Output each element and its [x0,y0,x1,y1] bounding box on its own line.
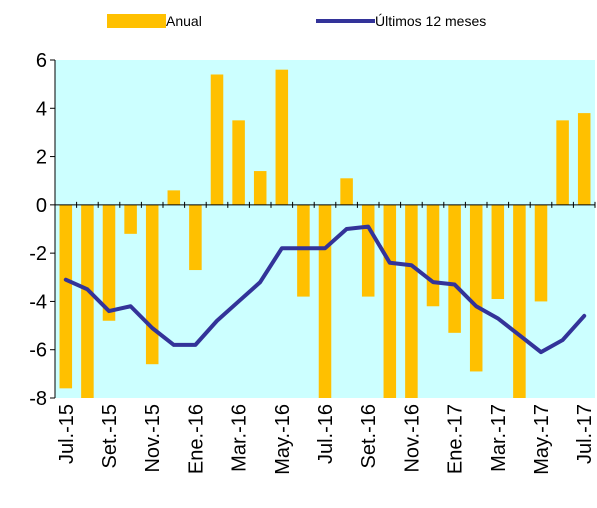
bar-Abr.-16 [253,171,267,205]
bar-Ene.-17 [448,204,461,333]
bar-Nov.-16 [405,204,418,398]
bar-Set.-16 [361,204,375,297]
bar-Mar.-16 [232,120,245,205]
bar-Nov.-15 [145,204,159,365]
bar-Oct.-15 [124,204,137,234]
bar-Jun.-17 [556,120,569,205]
bar-Ene.-16 [189,204,202,271]
bar-Mar.-17 [491,204,505,300]
bar-Set.-15 [102,204,116,321]
x-tick-label: Ene.-17 [445,404,467,474]
legend: Anual Últimos 12 meses [107,13,486,29]
x-tick-label: Nov.-15 [142,404,164,473]
y-tick-label: 2 [36,147,47,169]
bar-May.-17 [534,204,548,302]
line-series-ultimos-12-meses [63,224,587,355]
x-tick-label: Jul.-17 [574,404,596,464]
x-tick-label: Set.-16 [358,404,380,468]
axes [54,60,596,398]
x-axis-ticks: Jul.-15 Set.-15 Nov.-15 Ene.-16 Mar.-16 May.-… [56,404,596,475]
x-tick-label: Mar.-16 [229,404,251,472]
x-tick-label: May.-17 [531,404,553,475]
bar-Jul.-16 [318,204,332,398]
bar-Abr.-17 [513,204,526,398]
x-tick-label: May.-16 [272,404,294,475]
bar-Jul.-17 [577,113,591,205]
y-tick-label: -2 [29,243,47,265]
y-tick-label: -4 [29,291,47,313]
legend-label-anual: Anual [166,13,202,29]
legend-swatch-anual [107,14,166,28]
bar-Oct.-16 [383,204,397,398]
x-tick-label: Jul.-15 [56,404,78,464]
y-tick-label: 6 [36,50,47,72]
y-axis-ticks: -8 -6 -4 -2 0 2 4 6 [29,50,55,410]
x-tick-label: Jul.-16 [315,404,337,464]
x-tick-label: Nov.-16 [401,404,423,473]
bar-Feb.-16 [210,74,224,205]
bar-Ago.-15 [81,204,94,398]
y-tick-label: 0 [36,195,47,217]
x-tick-label: Mar.-17 [488,404,510,472]
y-tick-label: 4 [36,98,47,120]
bar-Jul.-15 [59,204,73,389]
bar-Dic.-15 [167,190,181,205]
bar-May.-16 [275,69,289,205]
bar-Dic.-16 [426,204,440,307]
y-tick-label: -6 [29,340,47,362]
bar-Jun.-16 [297,204,310,297]
x-tick-label: Ene.-16 [185,404,207,474]
legend-label-ultimos-12-meses: Últimos 12 meses [375,13,486,29]
bar-Ago.-16 [340,178,353,205]
bar-series-anual [59,69,591,398]
bar-Feb.-17 [469,204,483,372]
line-path [63,224,587,355]
x-tick-label: Set.-15 [99,404,121,468]
y-tick-label: -8 [29,388,47,410]
